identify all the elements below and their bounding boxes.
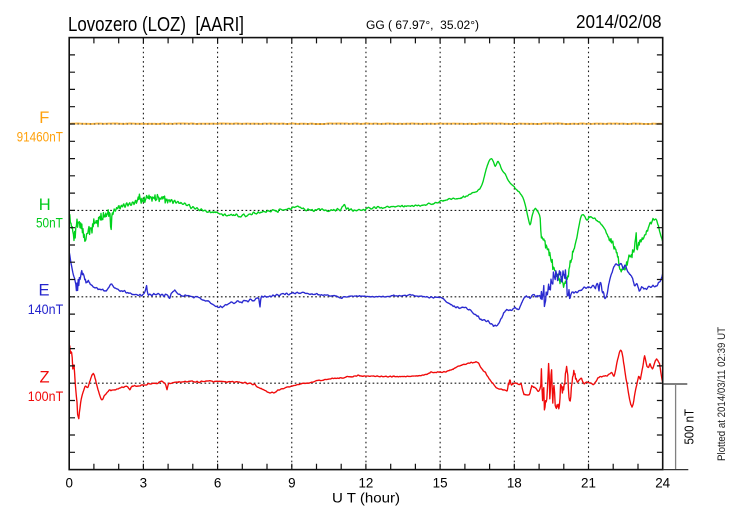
svg-text:91460nT: 91460nT [17,128,64,144]
svg-text:0: 0 [65,476,72,491]
svg-text:18: 18 [507,476,522,491]
svg-text:3: 3 [140,476,147,491]
svg-text:E: E [38,281,49,299]
svg-text:Z: Z [39,369,49,387]
svg-text:100nT: 100nT [28,388,64,404]
svg-text:21: 21 [581,476,596,491]
svg-text:2014/02/08: 2014/02/08 [576,11,662,32]
svg-text:6: 6 [214,476,221,491]
svg-text:500 nT: 500 nT [682,409,696,445]
svg-text:9: 9 [288,476,295,491]
svg-text:15: 15 [433,476,448,491]
svg-text:U T (hour): U T (hour) [332,491,400,506]
svg-text:24: 24 [655,476,670,491]
svg-text:F: F [39,109,49,127]
svg-text:H: H [39,196,51,214]
svg-text:140nT: 140nT [28,301,64,317]
svg-text:Plotted at 2014/03/11 02:39 UT: Plotted at 2014/03/11 02:39 UT [716,327,728,461]
svg-text:12: 12 [358,476,373,491]
svg-text:Lovozero (LOZ) [AARI]: Lovozero (LOZ) [AARI] [68,14,244,36]
svg-text:GG ( 67.97°, 35.02°): GG ( 67.97°, 35.02°) [366,18,479,32]
svg-text:50nT: 50nT [36,215,63,231]
